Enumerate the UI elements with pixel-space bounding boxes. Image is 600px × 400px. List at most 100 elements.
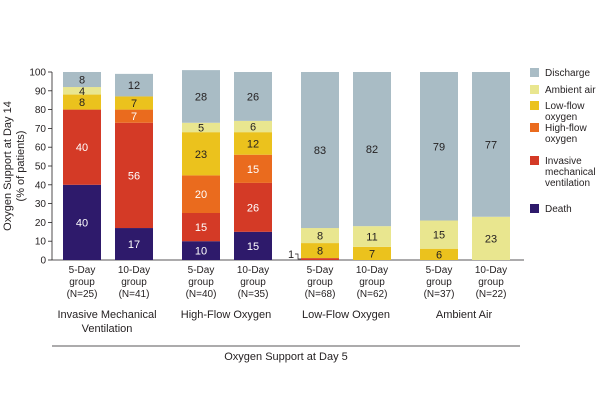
bar-value-label: 79 [433, 141, 445, 153]
bar-value-label: 7 [369, 248, 375, 260]
bar-segment [301, 228, 339, 244]
bar-category-label: (N=41) [119, 289, 150, 300]
bar-category-label: 10-Day [237, 265, 269, 276]
legend-label: oxygen [545, 134, 577, 145]
y-tick-label: 60 [35, 143, 47, 154]
bar-value-label: 6 [436, 249, 442, 261]
legend-swatch [530, 204, 539, 213]
leader-line [295, 253, 301, 260]
legend-swatch [530, 68, 539, 77]
group-label: High-Flow Oxygen [181, 309, 271, 321]
bar-category-label: 10-Day [118, 265, 150, 276]
y-tick-label: 100 [29, 68, 46, 79]
bar-value-label: 10 [195, 246, 207, 258]
bar-segment [420, 248, 458, 260]
bar-value-label: 11 [366, 232, 377, 244]
bar-category-label: group [426, 277, 452, 288]
bar-value-label: 26 [247, 202, 259, 214]
bar-segment [63, 94, 101, 110]
bar-segment [115, 228, 153, 260]
bar-segment [63, 109, 101, 185]
bar-segment [182, 241, 220, 260]
legend-label: oxygen [545, 112, 577, 123]
bar-segment [234, 231, 272, 260]
bar-category-label: 5-Day [188, 265, 215, 276]
bar-value-label: 15 [247, 241, 259, 253]
legend-label: Ambient air [545, 85, 596, 96]
legend-swatch [530, 156, 539, 165]
bar-segment [472, 72, 510, 217]
bar-value-label: 15 [433, 230, 445, 242]
y-tick-label: 90 [35, 86, 47, 97]
bar-value-label: 77 [485, 139, 497, 151]
bar-value-label: 23 [485, 233, 497, 245]
legend-label: Invasive [545, 156, 582, 167]
bar-segment [420, 220, 458, 249]
bar-category-label: group [240, 277, 266, 288]
bar-segment [182, 132, 220, 176]
bar-value-label: 6 [250, 122, 256, 134]
bar-segment [234, 182, 272, 232]
bar-value-label: 8 [317, 246, 323, 258]
bar-value-label: 12 [247, 138, 259, 150]
bar-value-label: 82 [366, 144, 378, 156]
y-axis-subtitle: (% of patients) [15, 131, 27, 202]
bar-value-label: 4 [79, 86, 85, 98]
bar-value-label: 56 [128, 170, 140, 182]
group-label: Low-Flow Oxygen [302, 309, 390, 321]
bar-value-label: 83 [314, 145, 326, 157]
bar-segment [115, 109, 153, 123]
y-tick-label: 70 [35, 124, 47, 135]
bar-value-label: 8 [79, 75, 85, 87]
y-tick-label: 80 [35, 105, 47, 116]
bar-value-label: 23 [195, 149, 207, 161]
bar-category-label: group [188, 277, 214, 288]
bar-segment [63, 87, 101, 95]
bar-category-label: 5-Day [69, 265, 96, 276]
bar-segment [234, 72, 272, 121]
bar-value-label: 26 [247, 91, 259, 103]
bar-value-label: 7 [131, 111, 137, 123]
bar-value-label: 12 [128, 80, 140, 92]
bar-value-label: 20 [195, 189, 207, 201]
bar-segment [115, 73, 153, 97]
bar-category-label: (N=25) [67, 289, 98, 300]
bar-category-label: group [121, 277, 147, 288]
bar-segment [234, 120, 272, 133]
y-tick-label: 0 [40, 256, 46, 267]
bar-category-label: 10-Day [356, 265, 388, 276]
bar-category-label: group [359, 277, 385, 288]
y-axis-title: Oxygen Support at Day 14 [2, 101, 14, 231]
y-tick-label: 20 [35, 218, 47, 229]
bar-value-label: 40 [76, 217, 88, 229]
bar-category-label: (N=40) [186, 289, 217, 300]
bar-category-label: group [478, 277, 504, 288]
group-label: Invasive Mechanical [57, 309, 156, 321]
legend-label: Death [545, 204, 572, 215]
bar-segment [182, 122, 220, 133]
bar-category-label: (N=37) [424, 289, 455, 300]
bar-segment [420, 72, 458, 221]
bar-category-label: 5-Day [307, 265, 334, 276]
legend-label: mechanical [545, 167, 596, 178]
x-axis-title: Oxygen Support at Day 5 [224, 351, 348, 363]
legend-label: Low-flow [545, 101, 585, 112]
legend-label: High-flow [545, 123, 587, 134]
bar-segment [353, 226, 391, 247]
legend-swatch [530, 123, 539, 132]
bar-category-label: group [307, 277, 333, 288]
bar-value-label: 15 [195, 222, 207, 234]
bar-segment [63, 184, 101, 260]
bar-value-label: 5 [198, 122, 204, 134]
bar-segment [63, 72, 101, 88]
bar-value-label: 7 [131, 98, 137, 110]
bar-category-label: (N=35) [238, 289, 269, 300]
bar-value-label: 40 [76, 142, 88, 154]
bar-segment [472, 216, 510, 260]
bar-segment [182, 175, 220, 213]
bar-value-label: 8 [79, 97, 85, 109]
y-tick-label: 30 [35, 199, 47, 210]
bar-segment [353, 72, 391, 227]
bar-segment [301, 243, 339, 259]
